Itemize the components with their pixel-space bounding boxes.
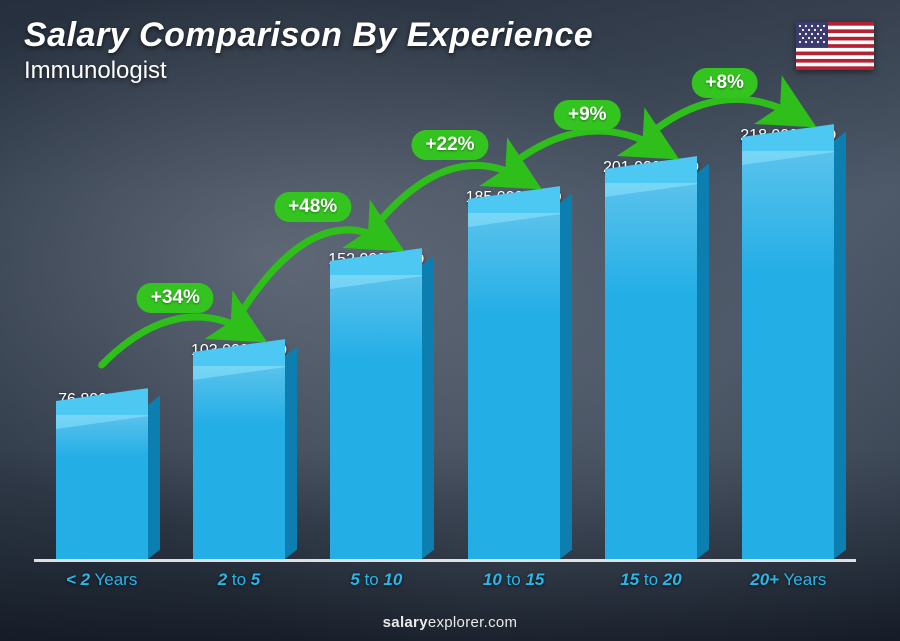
- bar-column: 218,000 USD: [729, 127, 848, 559]
- bar: [468, 213, 560, 559]
- x-tick: < 2 Years: [42, 562, 161, 593]
- x-tick: 15 to 20: [591, 562, 710, 593]
- bar: [742, 151, 834, 559]
- bar-column: 201,000 USD: [591, 159, 710, 559]
- chart-title: Salary Comparison By Experience: [24, 16, 593, 55]
- x-axis: < 2 Years 2 to 5 5 to 10 10 to 15 15 to 20 20…: [34, 559, 856, 593]
- footer-brand-bold: salary: [383, 614, 428, 631]
- chart-subtitle: Immunologist: [24, 57, 593, 85]
- bar-column: 185,000 USD: [454, 189, 573, 559]
- bar: [193, 366, 285, 559]
- x-tick: 2 to 5: [179, 562, 298, 593]
- bar: [330, 275, 422, 559]
- bar: [56, 415, 148, 559]
- bar-chart: 76,800 USD103,000 USD152,000 USD185,000 …: [34, 110, 856, 593]
- footer-attribution: salaryexplorer.com: [0, 614, 900, 631]
- bar-column: 103,000 USD: [179, 342, 298, 559]
- footer-brand-rest: explorer.com: [428, 614, 517, 631]
- us-flag-icon: [796, 22, 874, 70]
- bar: [605, 183, 697, 559]
- bars-container: 76,800 USD103,000 USD152,000 USD185,000 …: [34, 110, 856, 559]
- title-block: Salary Comparison By Experience Immunolo…: [24, 16, 593, 85]
- x-tick: 5 to 10: [317, 562, 436, 593]
- bar-column: 76,800 USD: [42, 391, 161, 559]
- x-tick: 10 to 15: [454, 562, 573, 593]
- x-tick: 20+ Years: [729, 562, 848, 593]
- bar-column: 152,000 USD: [317, 251, 436, 559]
